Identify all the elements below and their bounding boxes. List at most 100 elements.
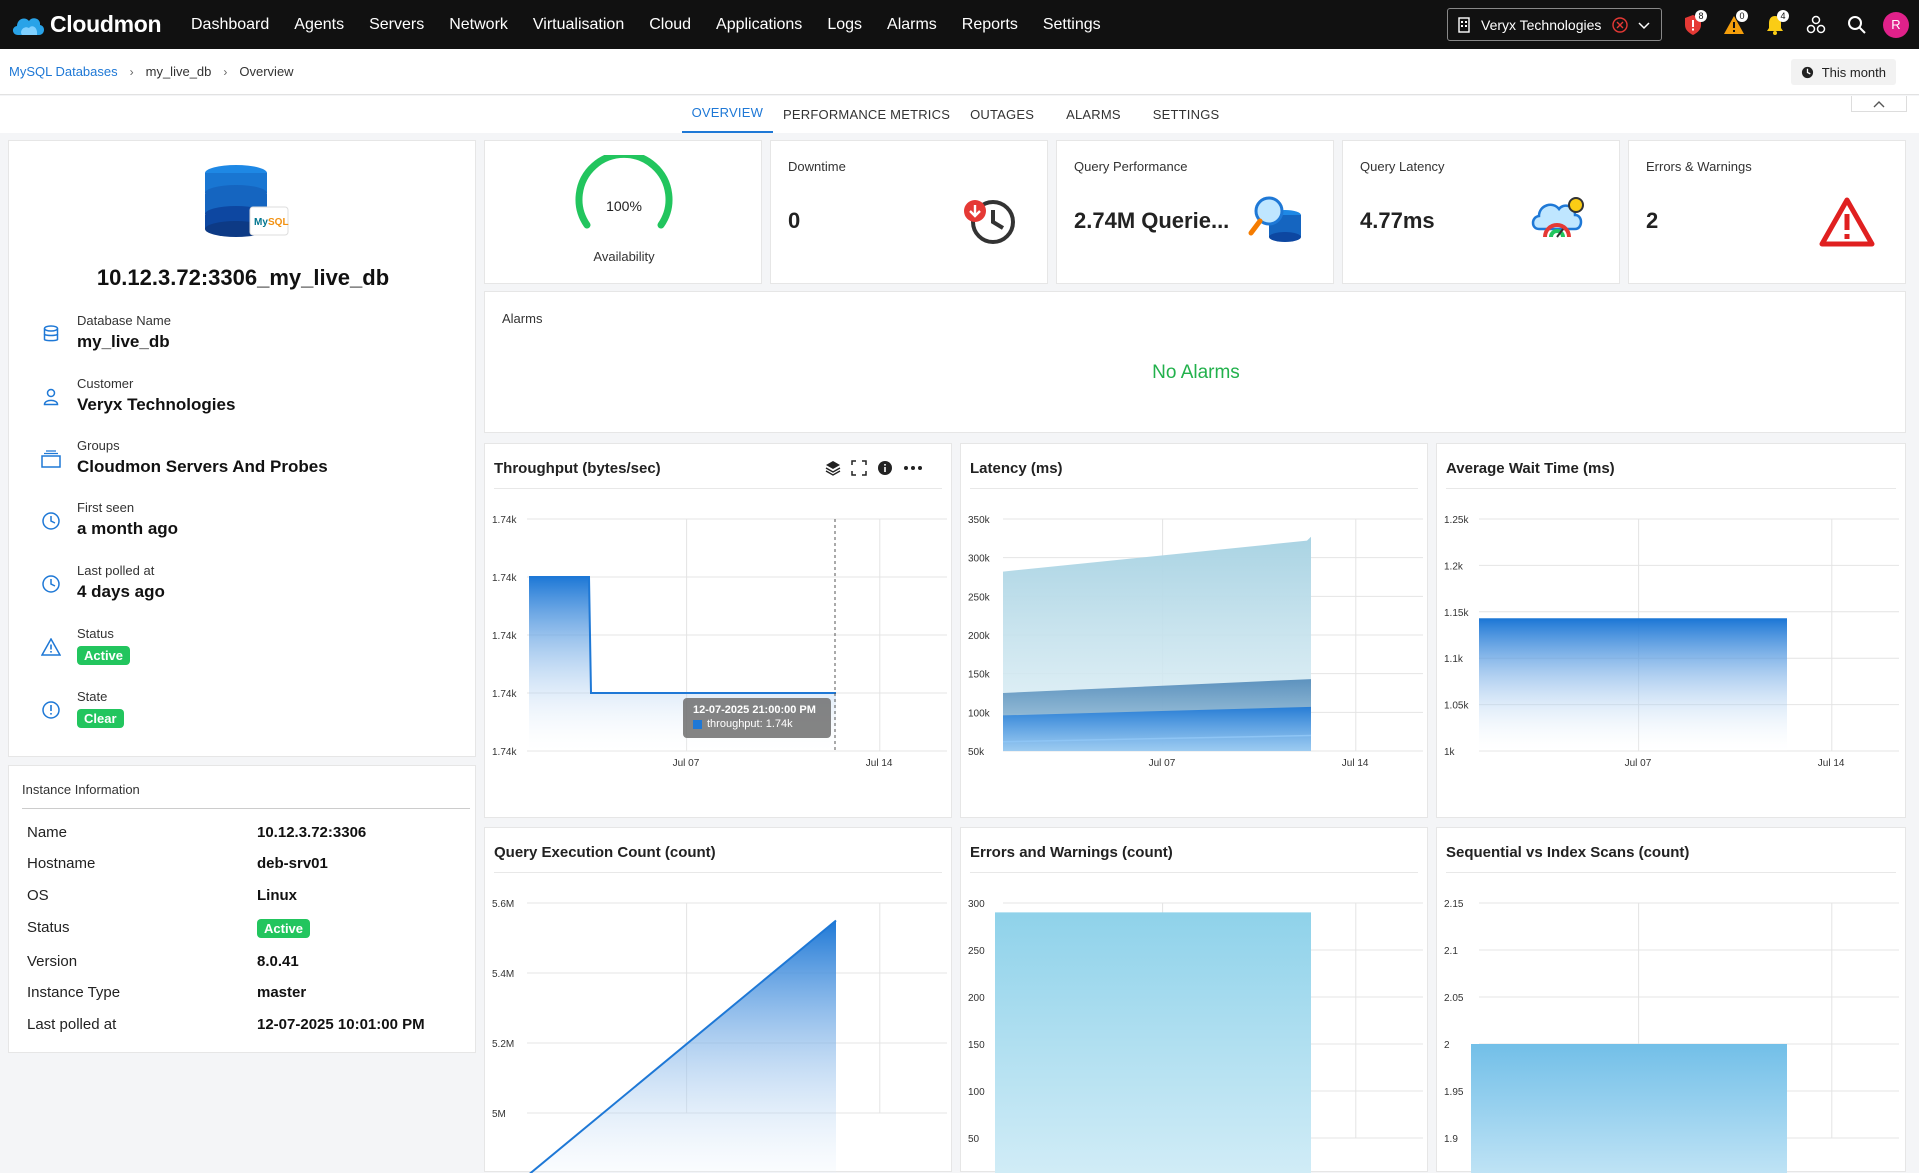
time-range-button[interactable]: This month (1791, 59, 1896, 85)
fullscreen-icon[interactable] (851, 460, 867, 476)
chart-title: Latency (ms) (970, 460, 1063, 477)
cloud-speed-icon (1529, 191, 1589, 247)
detail-value: a month ago (77, 519, 178, 539)
kpi-label: Query Latency (1360, 159, 1445, 174)
scans-area (1471, 1044, 1787, 1173)
nav-settings[interactable]: Settings (1043, 16, 1101, 34)
search-button[interactable] (1836, 0, 1877, 49)
security-alerts[interactable]: 8 (1672, 0, 1713, 49)
nav-virtualisation[interactable]: Virtualisation (533, 16, 624, 34)
info-row-os: OS Linux (27, 887, 467, 911)
nav-dashboard[interactable]: Dashboard (191, 16, 269, 34)
detail-label: Groups (77, 438, 120, 453)
search-icon (1847, 15, 1867, 35)
notification-badge: 4 (1777, 10, 1789, 22)
chart-title: Throughput (bytes/sec) (494, 460, 661, 477)
x-tick-label: Jul 14 (1342, 758, 1369, 769)
tab-outages[interactable]: OUTAGES (960, 107, 1044, 133)
query-performance-card: Query Performance 2.74M Querie... (1056, 140, 1334, 284)
y-tick-label: 200k (968, 631, 991, 642)
info-value: Linux (257, 887, 297, 904)
nav-alarms[interactable]: Alarms (887, 16, 937, 34)
nav-agents[interactable]: Agents (294, 16, 344, 34)
collapse-button[interactable] (1851, 96, 1907, 112)
integrations-button[interactable] (1795, 0, 1836, 49)
database-icon (39, 322, 63, 346)
y-tick-label: 100 (968, 1087, 985, 1098)
info-icon (39, 698, 63, 722)
kpi-label: Query Performance (1074, 159, 1187, 174)
y-tick-label: 5.6M (492, 899, 514, 910)
user-icon (39, 385, 63, 409)
availability-gauge (569, 155, 679, 235)
instance-title: Instance Information (22, 782, 140, 797)
clear-icon[interactable] (1611, 16, 1629, 34)
detail-database-name: Database Name my_live_db (9, 313, 469, 373)
tab-alarms[interactable]: ALARMS (1056, 107, 1131, 133)
detail-value: 4 days ago (77, 582, 165, 602)
info-key: Status (27, 919, 70, 936)
y-tick-label: 1.74k (492, 689, 517, 700)
detail-first-seen: First seen a month ago (9, 500, 469, 560)
clock-icon (39, 572, 63, 596)
y-tick-label: 300k (968, 554, 991, 565)
groups-icon (39, 447, 63, 471)
nav-logs[interactable]: Logs (827, 16, 862, 34)
nav-reports[interactable]: Reports (962, 16, 1018, 34)
detail-label: Customer (77, 376, 133, 391)
detail-value: my_live_db (77, 332, 170, 352)
breadcrumb-current: Overview (239, 64, 293, 79)
top-navbar: Cloudmon Dashboard Agents Servers Networ… (0, 0, 1919, 49)
status-badge: Active (77, 646, 130, 665)
info-key: Name (27, 824, 67, 841)
divider (22, 808, 470, 809)
warning-badge: 0 (1736, 10, 1748, 22)
clock-icon (1801, 66, 1814, 79)
breadcrumb-mysql-databases[interactable]: MySQL Databases (9, 64, 118, 79)
layers-icon[interactable] (825, 460, 841, 476)
x-tick-label: Jul 07 (1149, 758, 1176, 769)
tab-settings[interactable]: SETTINGS (1143, 107, 1230, 133)
chart-title: Average Wait Time (ms) (1446, 460, 1615, 477)
state-badge: Clear (77, 709, 124, 728)
tab-overview[interactable]: OVERVIEW (682, 105, 773, 133)
info-icon[interactable] (877, 460, 893, 476)
errors-warnings-card: Errors & Warnings 2 (1628, 140, 1906, 284)
tab-performance-metrics[interactable]: PERFORMANCE METRICS (773, 107, 960, 133)
info-key: Version (27, 953, 77, 970)
more-icon[interactable] (903, 460, 923, 476)
nav-network[interactable]: Network (449, 16, 508, 34)
warning-alerts[interactable]: 0 (1713, 0, 1754, 49)
availability-card: 100% Availability (484, 140, 762, 284)
info-value: deb-srv01 (257, 855, 328, 872)
chevron-right-icon: › (130, 65, 134, 79)
y-tick-label: 1.95 (1444, 1087, 1464, 1098)
info-key: Instance Type (27, 984, 120, 1001)
detail-label: Database Name (77, 313, 171, 328)
customer-select[interactable]: Veryx Technologies (1447, 8, 1662, 41)
x-tick-label: Jul 14 (866, 758, 893, 769)
notifications[interactable]: 4 (1754, 0, 1795, 49)
chevron-down-icon[interactable] (1637, 18, 1651, 32)
logo[interactable]: Cloudmon (10, 11, 170, 39)
avatar[interactable]: R (1883, 12, 1909, 38)
nav-applications[interactable]: Applications (716, 16, 802, 34)
app-name: Cloudmon (50, 11, 161, 38)
top-icons: 8 0 4 R (1672, 0, 1909, 49)
info-key: OS (27, 887, 49, 904)
nav-cloud[interactable]: Cloud (649, 16, 691, 34)
detail-value: Active (77, 645, 130, 665)
nav-servers[interactable]: Servers (369, 16, 424, 34)
y-tick-label: 2 (1444, 1040, 1450, 1051)
y-tick-label: 50 (968, 1134, 980, 1145)
breadcrumb-db[interactable]: my_live_db (146, 64, 212, 79)
detail-customer: Customer Veryx Technologies (9, 376, 469, 436)
